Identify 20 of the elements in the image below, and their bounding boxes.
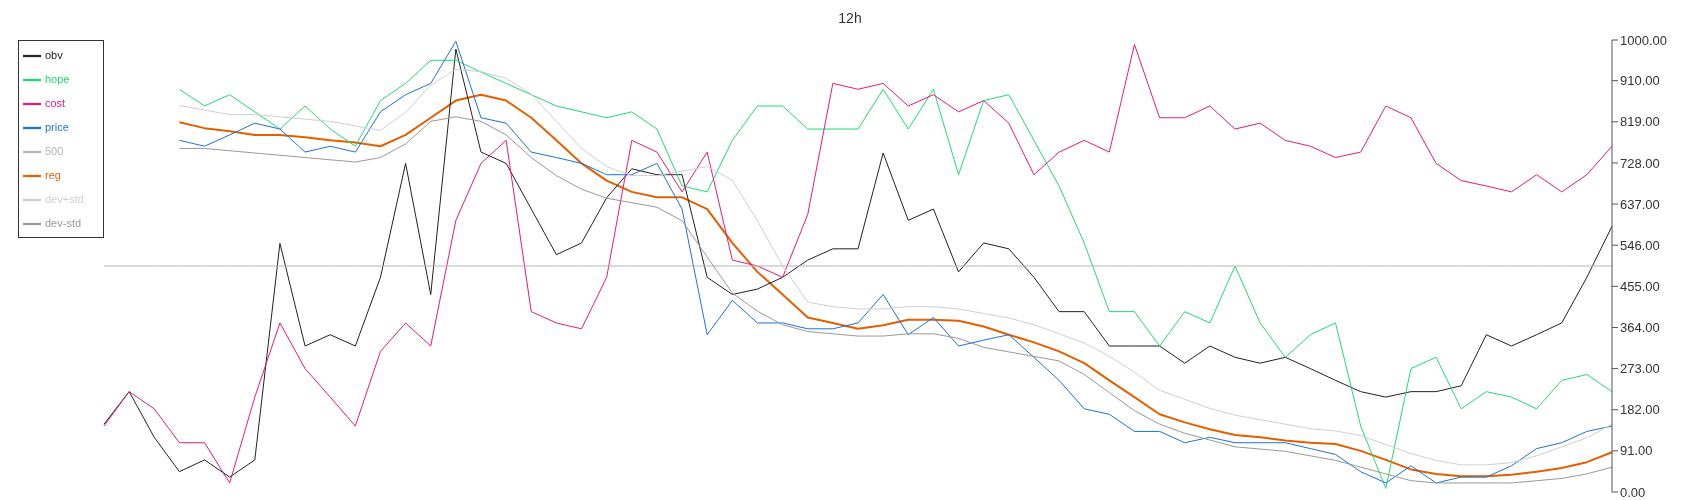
y-tick-label: 182.00 [1620,402,1660,418]
y-tick-label: 91.00 [1620,443,1653,459]
y-tick-label: 637.00 [1620,196,1660,212]
y-tick-label: 728.00 [1620,155,1660,171]
legend-label: hope [45,73,70,85]
y-tick-label: 819.00 [1620,114,1660,130]
y-tick-label: 273.00 [1620,361,1660,377]
y-tick-label: 455.00 [1620,278,1660,294]
y-tick-label: 1000.00 [1620,32,1667,48]
chart-title: 12h [837,9,863,28]
y-tick-label: 0.00 [1620,484,1646,500]
y-tick-label: 364.00 [1620,320,1660,336]
legend-label: dev-std [45,217,82,229]
y-tick-label: 546.00 [1620,237,1660,253]
y-tick-label: 910.00 [1620,73,1660,89]
legend-label: cost [45,97,66,109]
legend-label: obv [45,49,63,61]
legend-label: price [45,121,69,133]
legend-label: 500 [45,145,64,157]
legend-label: reg [45,169,61,181]
